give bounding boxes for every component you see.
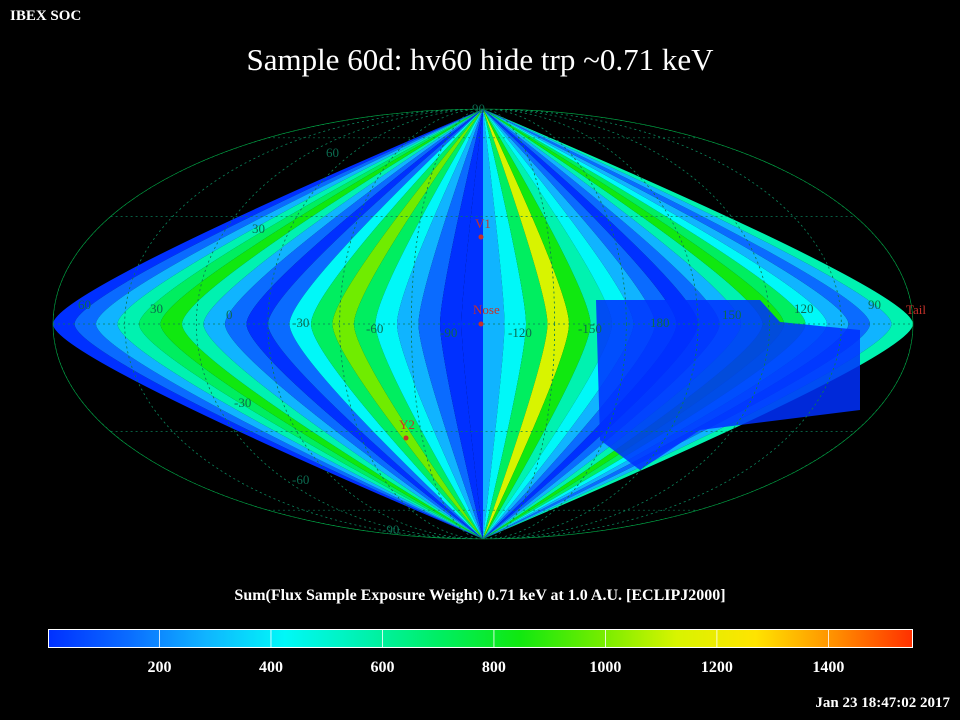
low-flux-region [596,300,860,470]
flux-band [418,109,483,539]
lon-label: 180 [650,315,670,330]
marker-v1: V1 [475,216,491,240]
lon-label: 150 [722,307,742,322]
colorbar-tick-label: 800 [481,659,506,676]
lon-label: 120 [794,301,814,316]
flux-band [483,109,569,539]
colorbar-tick-label: 600 [370,659,395,676]
lon-label: 30 [150,301,163,316]
marker-label: V1 [475,216,491,231]
lon-label: -60 [366,321,383,336]
marker-dot [478,234,484,240]
marker-label: Tail [906,302,926,317]
lon-label: 90 [868,297,881,312]
timestamp: Jan 23 18:47:02 2017 [815,695,950,711]
colorbar-tick-label: 1000 [589,659,622,676]
lat-label: 90 [472,101,485,116]
organization-label: IBEX SOC [10,8,82,24]
lon-label: -150 [578,321,602,336]
meridian [339,109,627,539]
lat-label: 60 [326,145,339,160]
plot-title: Sample 60d: hv60 hide trp ~0.71 keV [246,42,714,77]
meridian [124,109,842,539]
marker-label: Y2 [399,417,415,432]
lat-label: -90 [382,522,399,537]
map-border [52,108,914,540]
marker-dot [403,435,409,441]
colorbar-tick-label: 200 [147,659,172,676]
colorbar-divisions [159,629,829,648]
lon-label: 60 [78,297,91,312]
marker-label: Nose [473,302,500,317]
marker-tail: Tail [906,302,926,317]
colorbar-tick-label: 1400 [812,659,845,676]
colorbar-tick-label: 1200 [700,659,733,676]
sky-map: 60 30 0 -30 -60 -90 -120 -150 180 150 12… [52,101,926,540]
lat-label: -60 [292,472,309,487]
lon-label: 0 [226,307,233,322]
marker-dot [478,321,484,327]
marker-nose: Nose [473,302,500,327]
colorbar [48,629,913,648]
lon-label: -120 [508,325,532,340]
longitude-labels: 60 30 0 -30 -60 -90 -120 -150 180 150 12… [78,297,881,340]
flux-band [461,109,483,539]
lat-label: -30 [234,395,251,410]
lon-label: -30 [292,315,309,330]
colorbar-tick-label: 400 [258,659,283,676]
colorbar-label: Sum(Flux Sample Exposure Weight) 0.71 ke… [234,587,726,604]
colorbar-fill [48,629,913,648]
lat-label: 30 [252,221,265,236]
lon-label: -90 [440,325,457,340]
marker-y2: Y2 [399,417,415,441]
latitude-labels: 90 60 30 -30 -60 -90 [234,101,485,537]
